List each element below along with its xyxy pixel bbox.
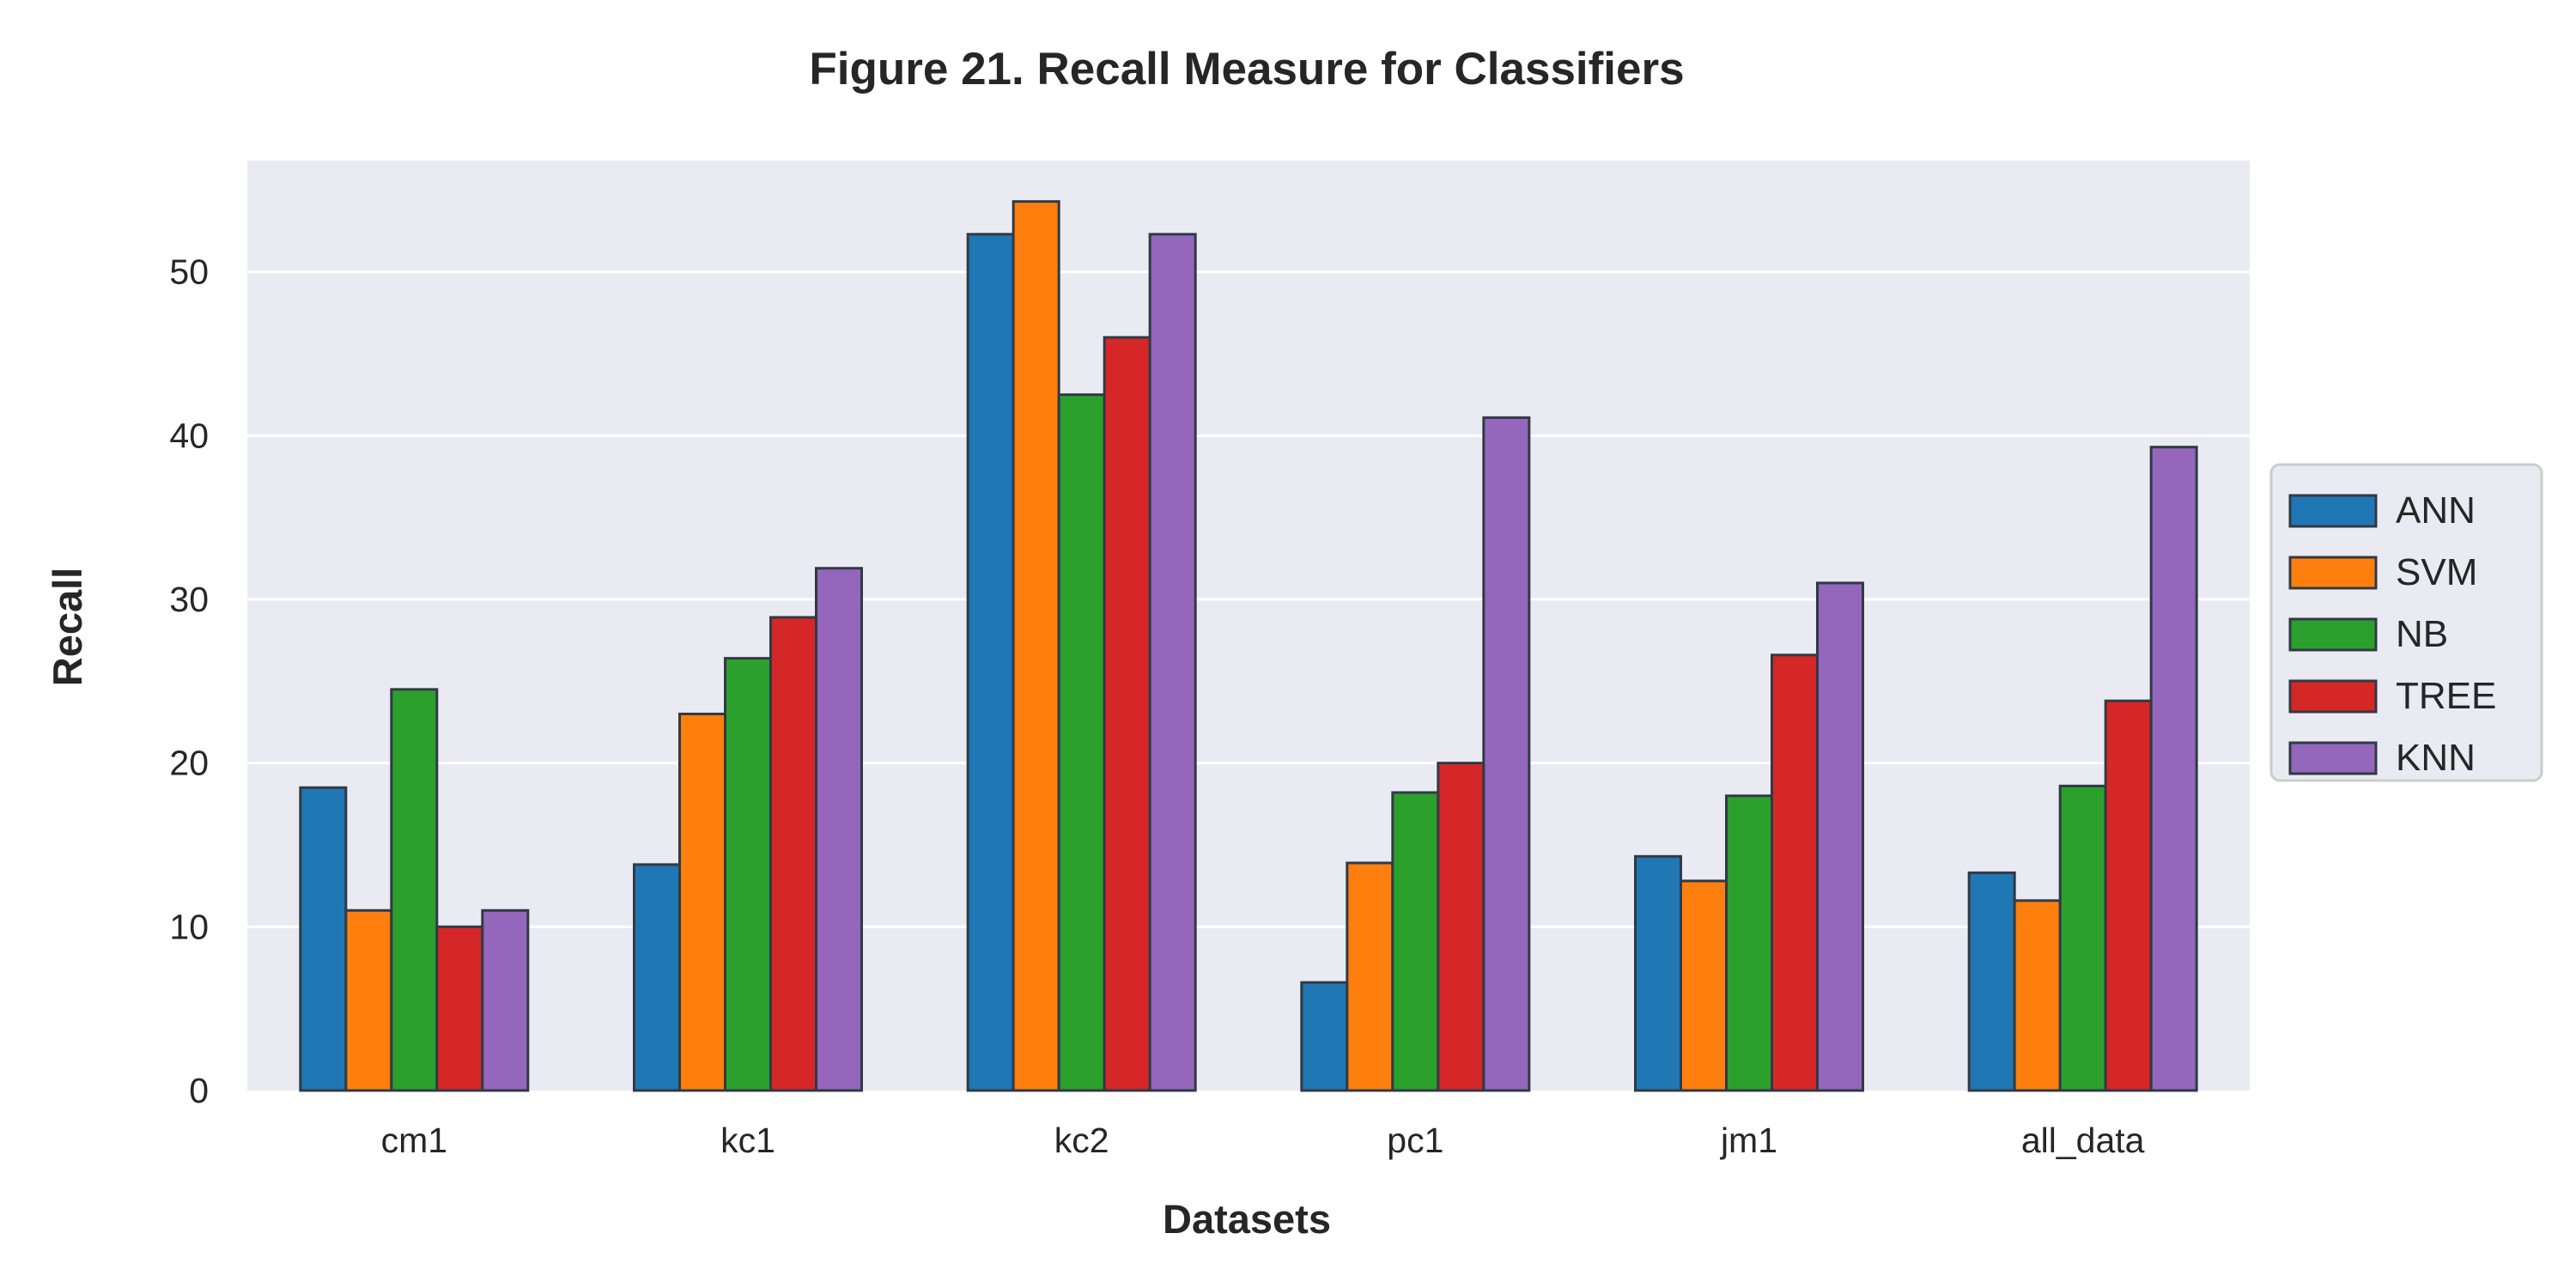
bar-knn-kc1 bbox=[815, 567, 863, 1092]
bar-knn-jm1 bbox=[1816, 581, 1864, 1092]
legend-label-nb: NB bbox=[2396, 613, 2448, 655]
x-tick-label: kc1 bbox=[720, 1121, 775, 1160]
bar-tree-kc2 bbox=[1103, 336, 1151, 1092]
plot-area bbox=[247, 161, 2250, 1091]
bar-svm-cm1 bbox=[344, 908, 393, 1092]
bar-nb-pc1 bbox=[1391, 791, 1440, 1092]
bar-tree-all_data bbox=[2104, 699, 2153, 1092]
x-axis-label: Datasets bbox=[1163, 1196, 1331, 1242]
bar-knn-kc2 bbox=[1148, 233, 1197, 1092]
y-axis-label: Recall bbox=[45, 568, 90, 686]
legend: ANN SVM NB TREE KNN bbox=[2269, 463, 2543, 782]
y-tick-label: 50 bbox=[169, 252, 209, 292]
y-tick-label: 30 bbox=[169, 580, 209, 619]
x-tick-label: pc1 bbox=[1387, 1121, 1443, 1160]
bar-nb-all_data bbox=[2058, 784, 2107, 1092]
bar-svm-pc1 bbox=[1346, 861, 1394, 1092]
bar-svm-jm1 bbox=[1680, 879, 1728, 1092]
x-tick-label: cm1 bbox=[381, 1121, 447, 1160]
legend-swatch-knn bbox=[2288, 741, 2378, 775]
legend-swatch-tree bbox=[2288, 679, 2378, 714]
bar-nb-kc2 bbox=[1057, 393, 1106, 1092]
bar-ann-all_data bbox=[1967, 871, 2016, 1092]
bar-ann-pc1 bbox=[1300, 981, 1349, 1092]
legend-swatch-ann bbox=[2288, 494, 2378, 528]
y-tick-label: 0 bbox=[189, 1071, 209, 1110]
x-tick-label: all_data bbox=[2021, 1121, 2145, 1160]
bar-knn-all_data bbox=[2149, 446, 2198, 1092]
bar-tree-jm1 bbox=[1771, 653, 1819, 1092]
bar-nb-cm1 bbox=[390, 688, 439, 1092]
bar-svm-kc2 bbox=[1012, 200, 1060, 1092]
bar-svm-kc1 bbox=[678, 712, 726, 1092]
legend-label-ann: ANN bbox=[2396, 489, 2476, 532]
bar-ann-kc1 bbox=[633, 863, 681, 1092]
legend-label-knn: KNN bbox=[2396, 737, 2476, 779]
legend-swatch-svm bbox=[2288, 556, 2378, 590]
y-tick-label: 40 bbox=[169, 416, 209, 455]
bar-nb-kc1 bbox=[724, 657, 772, 1092]
bar-tree-cm1 bbox=[435, 925, 484, 1092]
legend-label-tree: TREE bbox=[2396, 675, 2496, 717]
bar-nb-jm1 bbox=[1725, 794, 1773, 1092]
chart-title: Figure 21. Recall Measure for Classifier… bbox=[809, 44, 1684, 94]
x-tick-label: kc2 bbox=[1054, 1121, 1109, 1160]
y-tick-label: 20 bbox=[169, 744, 209, 783]
bar-knn-pc1 bbox=[1482, 416, 1531, 1092]
bar-ann-cm1 bbox=[299, 786, 348, 1092]
x-tick-label: jm1 bbox=[1720, 1121, 1777, 1160]
bar-ann-kc2 bbox=[966, 233, 1015, 1092]
bar-ann-jm1 bbox=[1634, 854, 1682, 1092]
bar-svm-all_data bbox=[2013, 899, 2062, 1092]
legend-swatch-nb bbox=[2288, 617, 2378, 652]
legend-label-svm: SVM bbox=[2396, 551, 2477, 593]
y-tick-label: 10 bbox=[169, 907, 209, 946]
bar-knn-cm1 bbox=[481, 908, 530, 1092]
bar-tree-pc1 bbox=[1437, 762, 1485, 1092]
bar-tree-kc1 bbox=[769, 616, 817, 1092]
